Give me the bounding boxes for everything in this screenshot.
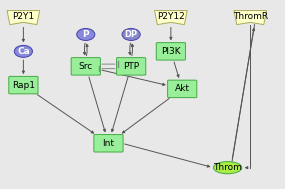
FancyBboxPatch shape — [9, 76, 38, 94]
Text: DP: DP — [125, 30, 138, 39]
Text: PTP: PTP — [123, 62, 139, 71]
Text: PI3K: PI3K — [161, 47, 181, 56]
Text: P2Y12: P2Y12 — [157, 12, 185, 21]
FancyBboxPatch shape — [156, 43, 186, 60]
FancyBboxPatch shape — [117, 58, 146, 75]
Text: Ca: Ca — [17, 47, 30, 56]
Polygon shape — [7, 11, 40, 25]
Text: P: P — [82, 30, 89, 39]
Text: Throm: Throm — [213, 163, 242, 172]
FancyBboxPatch shape — [71, 58, 100, 75]
Text: Rap1: Rap1 — [12, 81, 35, 90]
Text: Int: Int — [103, 139, 115, 148]
Circle shape — [14, 45, 32, 57]
Text: ThromR: ThromR — [233, 12, 268, 21]
Polygon shape — [234, 11, 266, 25]
Ellipse shape — [213, 162, 242, 174]
FancyBboxPatch shape — [168, 80, 197, 98]
Text: Src: Src — [79, 62, 93, 71]
Circle shape — [77, 29, 95, 40]
FancyBboxPatch shape — [94, 135, 123, 152]
Text: Akt: Akt — [175, 84, 190, 93]
Text: P2Y1: P2Y1 — [12, 12, 34, 21]
Circle shape — [122, 29, 140, 40]
Polygon shape — [154, 11, 187, 25]
